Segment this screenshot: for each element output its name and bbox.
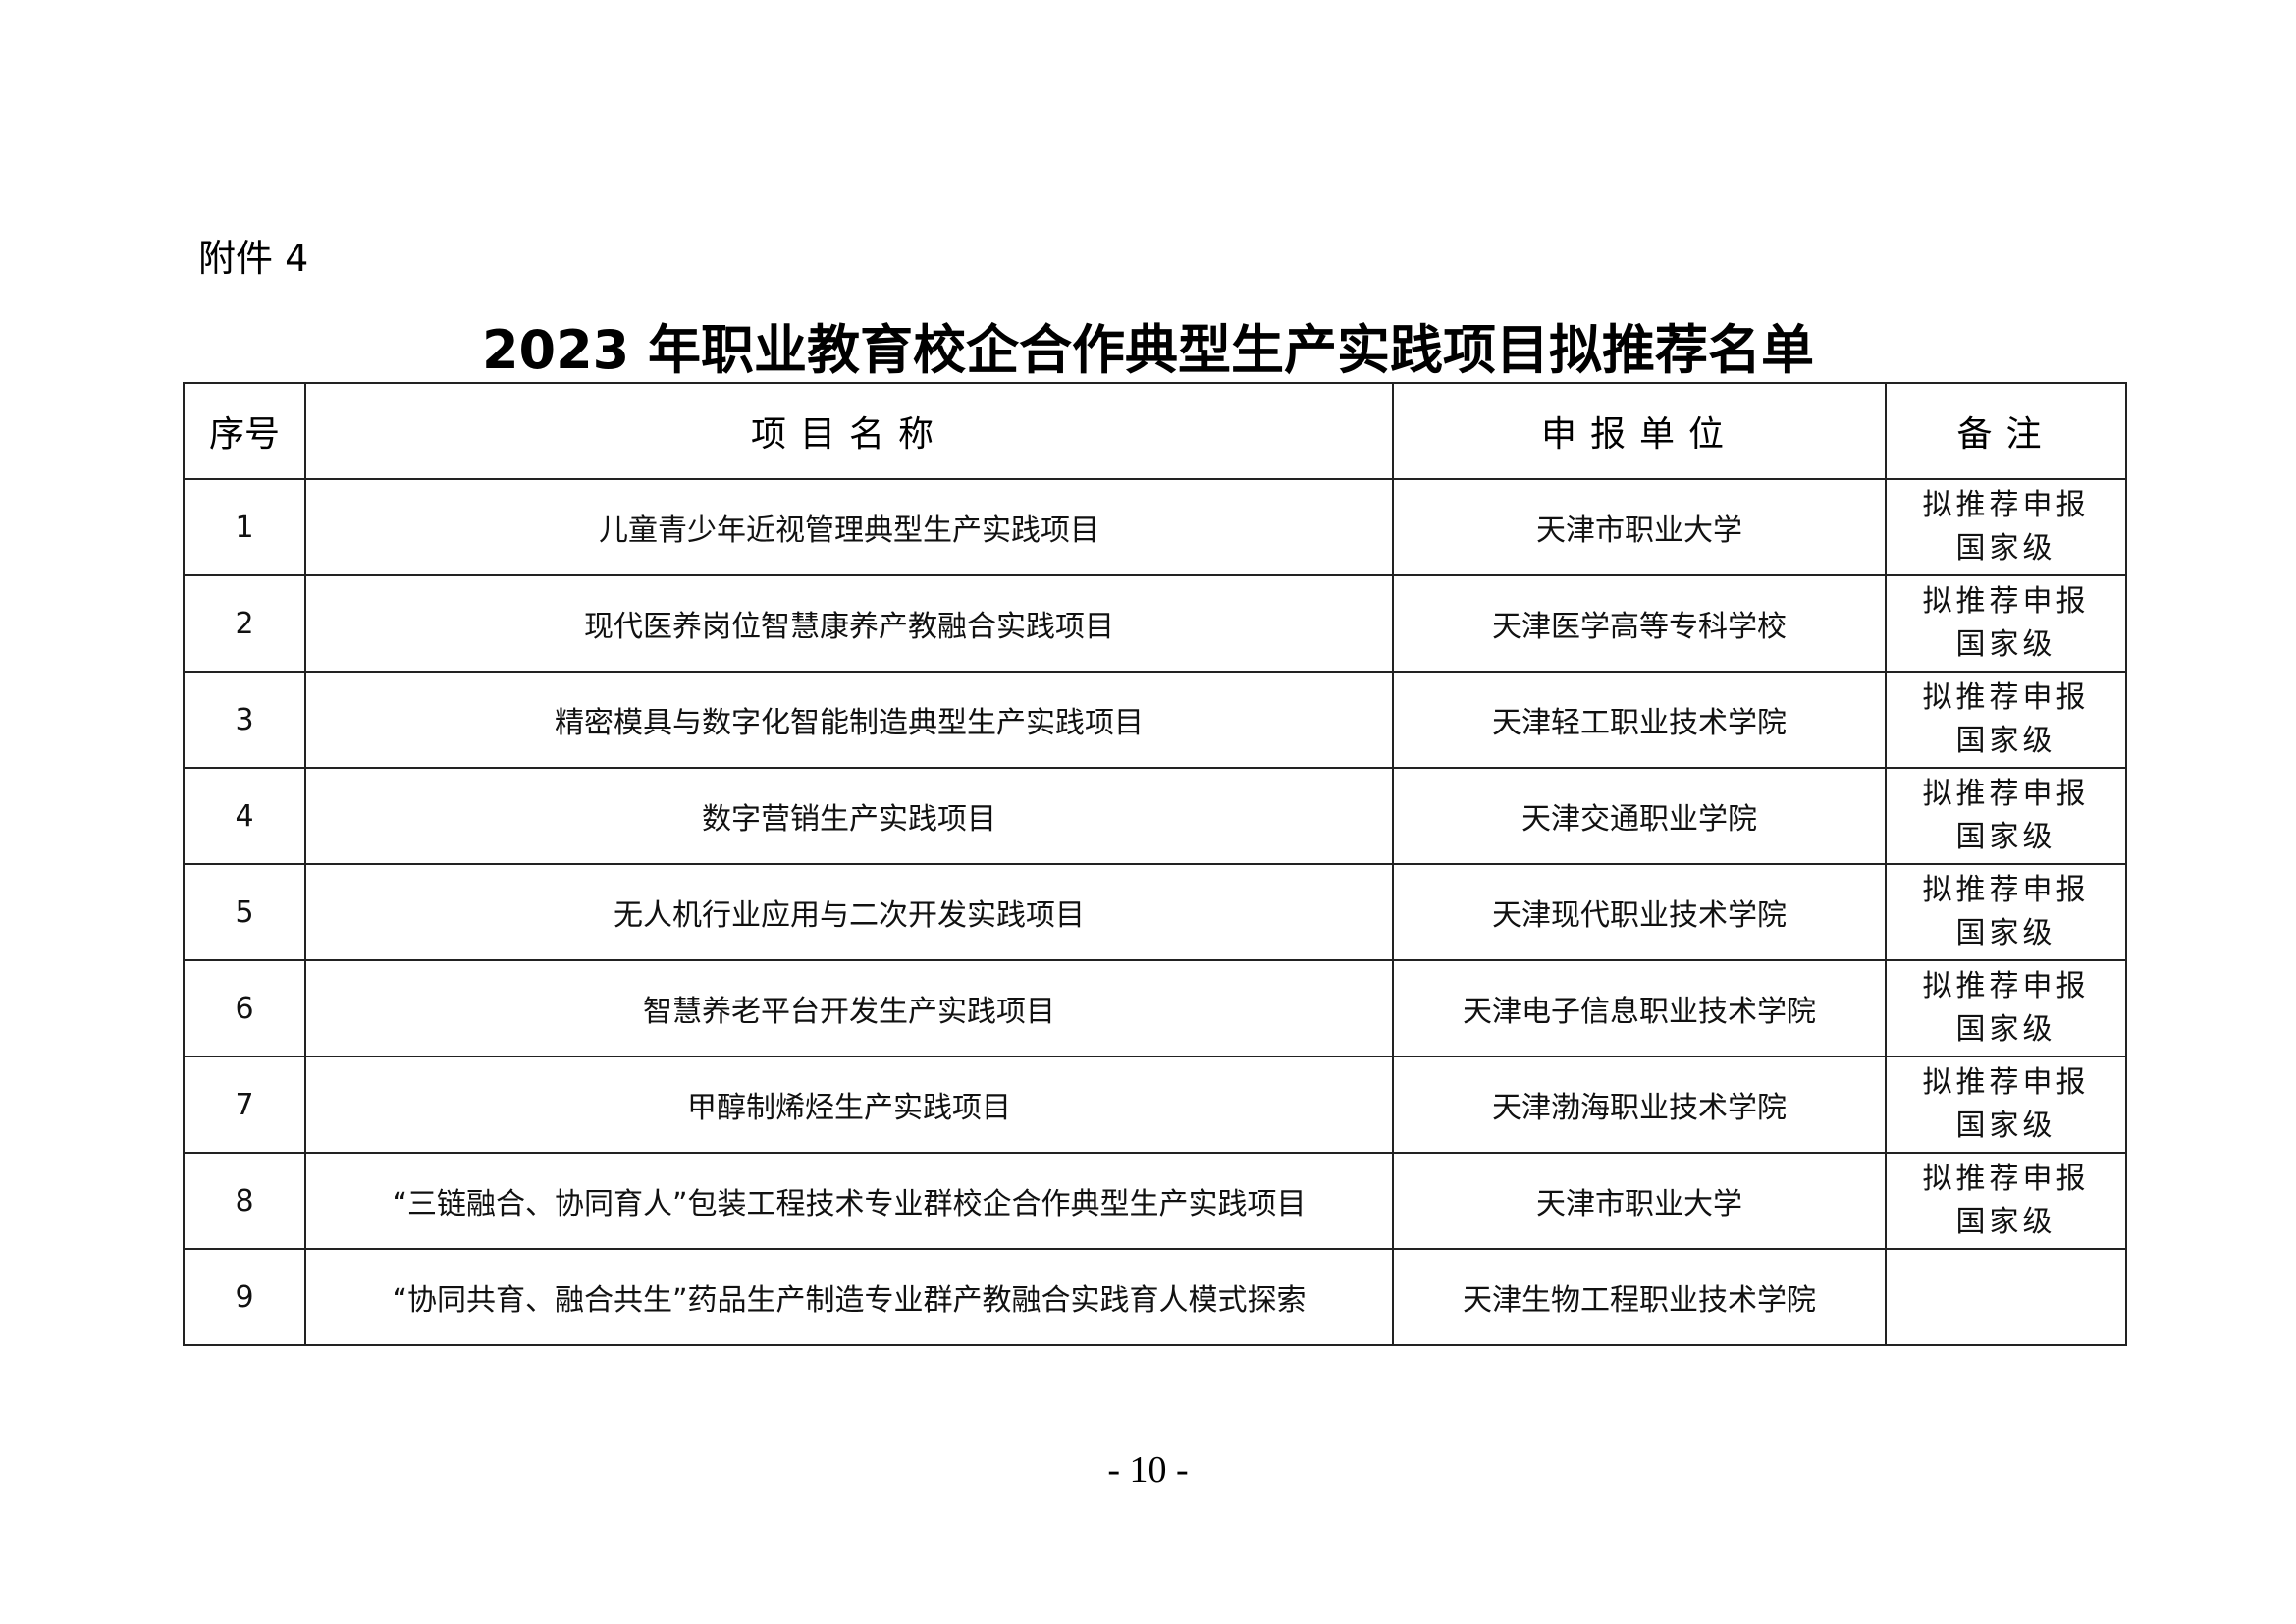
- note-line-1: 拟推荐申报: [1922, 488, 2090, 522]
- cell-unit: 天津轻工职业技术学院: [1392, 671, 1887, 769]
- note-line-2: 国家级: [1955, 916, 2056, 950]
- table-row: 1 儿童青少年近视管理典型生产实践项目 天津市职业大学 拟推荐申报 国家级: [183, 478, 2127, 576]
- cell-project-name: “协同共育、融合共生”药品生产制造专业群产教融合实践育人模式探索: [304, 1248, 1394, 1346]
- note-line-2: 国家级: [1955, 531, 2056, 566]
- table-row: 8 “三链融合、协同育人”包装工程技术专业群校企合作典型生产实践项目 天津市职业大学…: [183, 1152, 2127, 1250]
- recommendation-table: 序号 项目名称 申报单位 备注 1 儿童青少年近视管理典型生产实践项目 天津市职业大…: [183, 382, 2127, 1346]
- header-unit: 申报单位: [1392, 382, 1887, 480]
- cell-note: 拟推荐申报 国家级: [1885, 478, 2127, 576]
- cell-note: 拟推荐申报 国家级: [1885, 574, 2127, 673]
- cell-project-name: 甲醇制烯烃生产实践项目: [304, 1056, 1394, 1154]
- note-line-2: 国家级: [1955, 724, 2056, 758]
- cell-note: 拟推荐申报 国家级: [1885, 1056, 2127, 1154]
- cell-unit: 天津医学高等专科学校: [1392, 574, 1887, 673]
- table-row: 6 智慧养老平台开发生产实践项目 天津电子信息职业技术学院 拟推荐申报 国家级: [183, 959, 2127, 1057]
- note-line-2: 国家级: [1955, 627, 2056, 662]
- cell-unit: 天津生物工程职业技术学院: [1392, 1248, 1887, 1346]
- cell-unit: 天津市职业大学: [1392, 478, 1887, 576]
- note-line-2: 国家级: [1955, 1205, 2056, 1239]
- note-line-1: 拟推荐申报: [1922, 1065, 2090, 1100]
- cell-project-name: 现代医养岗位智慧康养产教融合实践项目: [304, 574, 1394, 673]
- cell-note: 拟推荐申报 国家级: [1885, 863, 2127, 961]
- note-line-2: 国家级: [1955, 1012, 2056, 1047]
- table-row: 2 现代医养岗位智慧康养产教融合实践项目 天津医学高等专科学校 拟推荐申报国家级: [183, 574, 2127, 673]
- cell-project-name: 精密模具与数字化智能制造典型生产实践项目: [304, 671, 1394, 769]
- cell-seq: 6: [183, 959, 306, 1057]
- note-line-1: 拟推荐申报: [1922, 680, 2090, 715]
- cell-seq: 7: [183, 1056, 306, 1154]
- cell-unit: 天津现代职业技术学院: [1392, 863, 1887, 961]
- note-line-1: 拟推荐申报: [1922, 969, 2090, 1003]
- note-line-1: 拟推荐申报: [1922, 777, 2090, 811]
- page-title: 2023 年职业教育校企合作典型生产实践项目拟推荐名单: [481, 319, 1815, 381]
- cell-note: 拟推荐申报 国家级: [1885, 1152, 2127, 1250]
- cell-note: 拟推荐申报 国家级: [1885, 767, 2127, 865]
- cell-note: [1885, 1248, 2127, 1346]
- attachment-label: 附件 4: [198, 237, 309, 280]
- table-row: 7 甲醇制烯烃生产实践项目 天津渤海职业技术学院 拟推荐申报国家级: [183, 1056, 2127, 1154]
- note-line-1: 拟推荐申报: [1922, 584, 2090, 619]
- table-header-row: 序号 项目名称 申报单位 备注: [183, 382, 2127, 480]
- note-line-2: 国家级: [1955, 820, 2056, 854]
- cell-note: 拟推荐申报 国家级: [1885, 959, 2127, 1057]
- cell-unit: 天津电子信息职业技术学院: [1392, 959, 1887, 1057]
- header-project-name: 项目名称: [304, 382, 1394, 480]
- table-row: 5 无人机行业应用与二次开发实践项目 天津现代职业技术学院 拟推荐申报 国家级: [183, 863, 2127, 961]
- cell-unit: 天津渤海职业技术学院: [1392, 1056, 1887, 1154]
- cell-project-name: 智慧养老平台开发生产实践项目: [304, 959, 1394, 1057]
- header-seq: 序号: [183, 382, 306, 480]
- cell-project-name: 无人机行业应用与二次开发实践项目: [304, 863, 1394, 961]
- cell-seq: 4: [183, 767, 306, 865]
- cell-seq: 2: [183, 574, 306, 673]
- cell-seq: 3: [183, 671, 306, 769]
- cell-seq: 1: [183, 478, 306, 576]
- cell-seq: 9: [183, 1248, 306, 1346]
- cell-seq: 8: [183, 1152, 306, 1250]
- cell-project-name: “三链融合、协同育人”包装工程技术专业群校企合作典型生产实践项目: [304, 1152, 1394, 1250]
- cell-seq: 5: [183, 863, 306, 961]
- cell-unit: 天津市职业大学: [1392, 1152, 1887, 1250]
- cell-project-name: 数字营销生产实践项目: [304, 767, 1394, 865]
- cell-note: 拟推荐申报 国家级: [1885, 671, 2127, 769]
- note-line-2: 国家级: [1955, 1109, 2056, 1143]
- table-row: 3 精密模具与数字化智能制造典型生产实践项目 天津轻工职业技术学院 拟推荐申报国家级: [183, 671, 2127, 769]
- page-number: - 10 -: [1107, 1449, 1189, 1490]
- note-line-1: 拟推荐申报: [1922, 873, 2090, 907]
- cell-unit: 天津交通职业学院: [1392, 767, 1887, 865]
- cell-project-name: 儿童青少年近视管理典型生产实践项目: [304, 478, 1394, 576]
- table-row: 4 数字营销生产实践项目 天津交通职业学院 拟推荐申报 国家级: [183, 767, 2127, 865]
- table-row: 9 “协同共育、融合共生”药品生产制造专业群产教融合实践育人模式探索 天津生物工程职…: [183, 1248, 2127, 1346]
- header-note: 备注: [1885, 382, 2127, 480]
- note-line-1: 拟推荐申报: [1922, 1162, 2090, 1196]
